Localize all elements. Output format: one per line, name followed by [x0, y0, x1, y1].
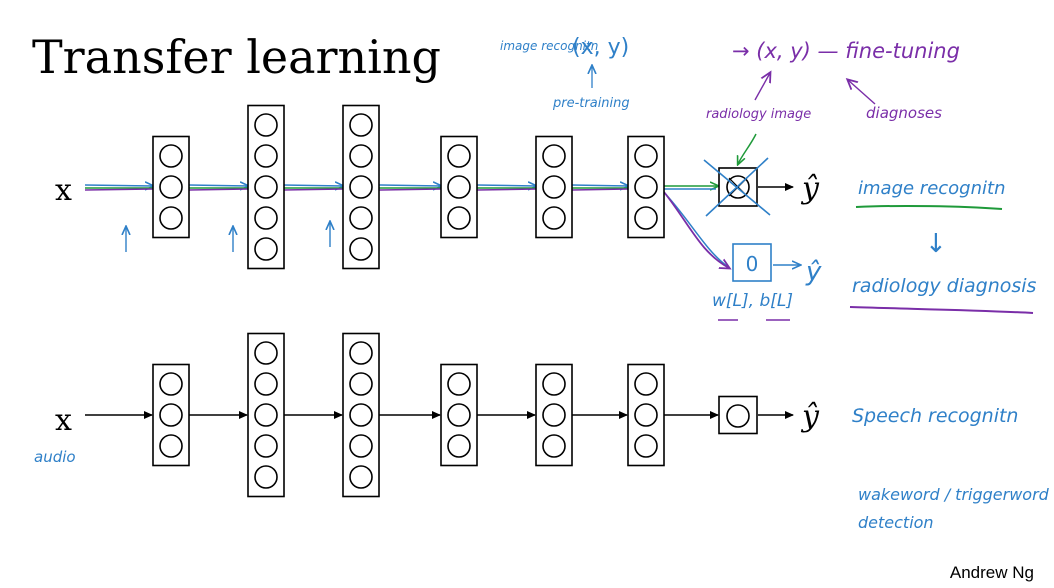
image-recognition-underline: [855, 204, 1003, 210]
neuron: [542, 206, 566, 230]
top-output-label: ŷ: [800, 171, 820, 206]
new-output-neuron: 0: [746, 252, 759, 276]
radiology-diagnosis-underline: [849, 306, 1034, 314]
layer-2: [247, 104, 285, 270]
neuron: [447, 206, 471, 230]
top-network: x: [55, 104, 822, 287]
neuron: [254, 341, 278, 365]
neuron: [254, 175, 278, 199]
bottom-output-label: ŷ: [800, 399, 820, 434]
top-colored-connections: [84, 185, 729, 268]
top-old-output-unit: [703, 157, 771, 217]
neuron: [634, 434, 658, 458]
layer-3: [342, 332, 380, 498]
neuron: [159, 175, 183, 199]
neuron: [349, 465, 373, 489]
image-recognition-short-note: image recognitn: [500, 39, 598, 53]
neuron: [447, 144, 471, 168]
diagnoses-note: diagnoses: [866, 104, 942, 122]
radiology-image-pointer: [738, 133, 757, 164]
layer-4: [440, 135, 478, 239]
image-recognition-note: image recognitn: [858, 178, 1005, 199]
neuron: [159, 144, 183, 168]
neuron: [447, 175, 471, 199]
neuron: [349, 372, 373, 396]
neuron: [447, 403, 471, 427]
new-output-label: ŷ: [805, 257, 822, 287]
neuron: [349, 113, 373, 137]
layer-1: [152, 363, 190, 467]
neuron: [447, 434, 471, 458]
bottom-hidden-layers: [152, 332, 758, 498]
layer-5: [535, 135, 573, 239]
neuron: [254, 144, 278, 168]
neuron: [254, 465, 278, 489]
radiology-image-note: radiology image: [706, 107, 811, 122]
wakeword-note: wakeword / triggerword: [858, 485, 1050, 504]
neuron: [542, 175, 566, 199]
neuron: [159, 434, 183, 458]
neuron: [542, 434, 566, 458]
top-input-label: x: [55, 173, 72, 208]
layer-6: [627, 135, 665, 239]
bottom-network: x audio ŷ: [34, 332, 820, 498]
diagnoses-arrow: [848, 80, 876, 105]
neuron: [254, 372, 278, 396]
neuron: [634, 144, 658, 168]
layer-4: [440, 363, 478, 467]
layer-3: [342, 104, 380, 270]
neuron: [349, 341, 373, 365]
layer-2: [247, 332, 285, 498]
neuron: [159, 403, 183, 427]
bottom-input-label: x: [55, 403, 72, 438]
top-hidden-layers: [152, 104, 665, 270]
neuron: [349, 434, 373, 458]
neuron: [634, 206, 658, 230]
new-output-head: 0 ŷ: [732, 243, 822, 287]
pretrain-xy: (x, y): [572, 35, 629, 60]
neuron: [542, 372, 566, 396]
neuron: [254, 403, 278, 427]
pre-training-note: pre-training: [552, 96, 630, 111]
neuron: [634, 372, 658, 396]
detection-note: detection: [858, 513, 934, 532]
transfer-down-arrow: ↓: [925, 229, 947, 259]
neuron: [726, 404, 750, 428]
new-params-note: w[L], b[L]: [712, 291, 793, 311]
annotations: image recognitn (x, y) pre-training → (x…: [126, 35, 1050, 532]
neuron: [254, 206, 278, 230]
bottom-input-note: audio: [34, 448, 76, 466]
neuron: [254, 434, 278, 458]
page-title: Transfer learning: [32, 30, 441, 84]
neuron: [254, 113, 278, 137]
neuron: [349, 403, 373, 427]
neuron: [447, 372, 471, 396]
neuron: [349, 237, 373, 261]
fine-tuning-note: → (x, y) — fine-tuning: [732, 39, 960, 63]
neuron: [349, 144, 373, 168]
neuron: [542, 144, 566, 168]
neuron: [349, 175, 373, 199]
layer-1: [152, 135, 190, 239]
radiology-image-arrow: [754, 73, 770, 101]
speech-recognition-note: Speech recognitn: [852, 405, 1018, 427]
neuron: [254, 237, 278, 261]
neuron: [349, 206, 373, 230]
neuron: [542, 403, 566, 427]
layer-6: [627, 363, 665, 467]
neuron: [634, 403, 658, 427]
crossout-stroke: [705, 157, 769, 217]
layer-7: [718, 395, 758, 435]
neuron: [634, 175, 658, 199]
radiology-diagnosis-note: radiology diagnosis: [852, 275, 1037, 297]
author-credit: Andrew Ng: [950, 563, 1034, 582]
neuron: [159, 206, 183, 230]
layer-5: [535, 363, 573, 467]
neuron: [159, 372, 183, 396]
